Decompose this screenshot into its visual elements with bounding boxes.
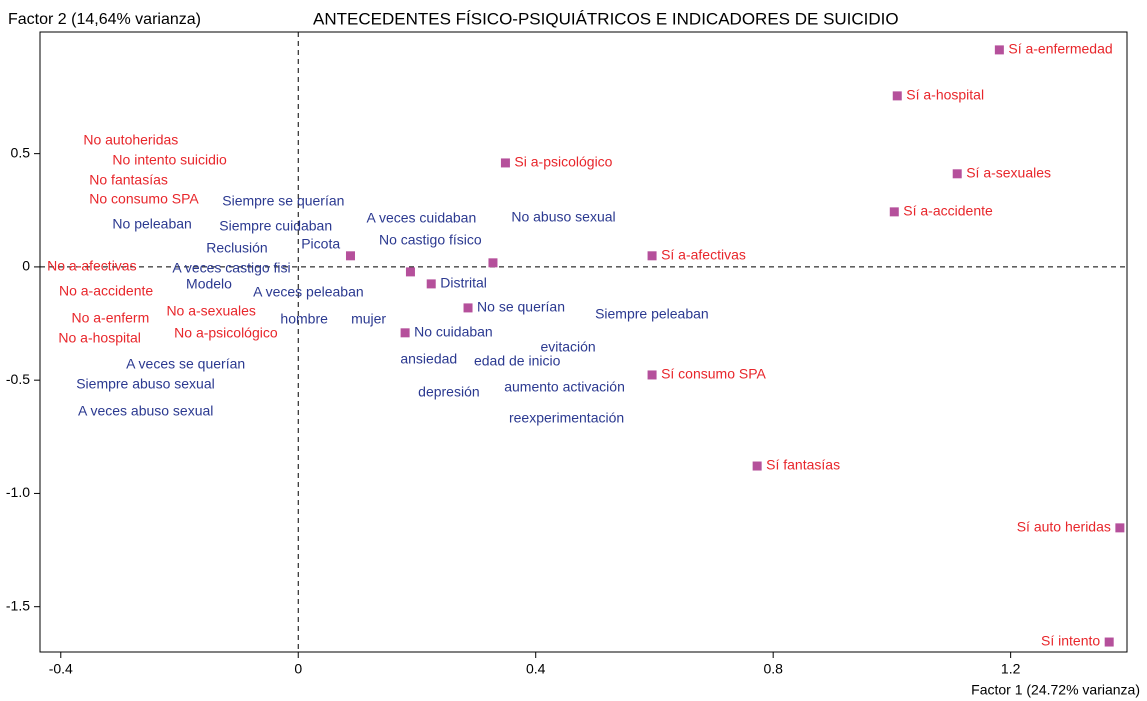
point-label: A veces peleaban (253, 284, 364, 300)
point-label: No a-psicológico (174, 325, 278, 341)
point-label: No peleaban (112, 216, 191, 232)
point-label: evitación (540, 339, 595, 355)
point-label: No a-accidente (59, 283, 153, 299)
point-label: A veces se querían (126, 356, 245, 372)
y-tick-label: -1.0 (6, 484, 30, 500)
point-label: Sí consumo SPA (661, 366, 766, 382)
point-marker (647, 370, 657, 380)
point-label: Sí a-sexuales (966, 165, 1051, 181)
point-marker (488, 258, 498, 268)
chart-title: ANTECEDENTES FÍSICO-PSIQUIÁTRICOS E INDI… (313, 9, 899, 28)
point-label: Sí fantasías (766, 457, 840, 473)
point-label: No a-hospital (58, 330, 140, 346)
point-label: hombre (280, 311, 328, 327)
point-label: Sí intento (1041, 633, 1100, 649)
point-marker (500, 158, 510, 168)
x-tick-label: 0.8 (763, 661, 783, 677)
point-marker (400, 328, 410, 338)
point-label: edad de inicio (474, 353, 561, 369)
point-marker (405, 267, 415, 277)
point-marker (889, 207, 899, 217)
point-label: No fantasías (89, 172, 168, 188)
x-tick-label: 0 (294, 661, 302, 677)
x-tick-label: 0.4 (526, 661, 546, 677)
y-tick-label: -1.5 (6, 597, 30, 613)
point-label: No intento suicidio (112, 152, 227, 168)
point-label: Siempre peleaban (595, 306, 709, 322)
point-marker (426, 279, 436, 289)
point-label: No autoheridas (83, 132, 178, 148)
point-marker (892, 91, 902, 101)
point-label: A veces cuidaban (367, 210, 477, 226)
x-tick-label: -0.4 (49, 661, 73, 677)
point-label: No a-enferm (71, 310, 149, 326)
point-marker (1104, 637, 1114, 647)
y-axis-label: Factor 2 (14,64% varianza) (8, 11, 201, 28)
plot-frame (39, 31, 1128, 653)
x-axis-label: Factor 1 (24.72% varianza) (971, 682, 1140, 698)
y-tick-label: 0 (22, 258, 30, 274)
y-tick-label: 0.5 (11, 144, 31, 160)
point-label: No se querían (477, 299, 565, 315)
point-label: Siempre se querían (222, 193, 344, 209)
point-marker (952, 169, 962, 179)
point-label: Siempre abuso sexual (76, 376, 215, 392)
point-label: Siempre cuidaban (219, 218, 332, 234)
point-label: No a-afectivas (47, 258, 136, 274)
point-label: Sí a-enfermedad (1008, 41, 1112, 57)
point-label: Sí a-accidente (903, 203, 993, 219)
point-marker (345, 251, 355, 261)
point-label: No castigo físico (379, 232, 482, 248)
point-label: Modelo (186, 276, 232, 292)
point-label: Sí a-afectivas (661, 247, 746, 263)
point-label: Reclusión (206, 240, 267, 256)
point-marker (463, 303, 473, 313)
point-label: depresión (418, 384, 480, 400)
point-label: No a-sexuales (166, 303, 256, 319)
point-label: No cuidaban (414, 324, 493, 340)
point-label: ansiedad (400, 351, 457, 367)
point-marker (647, 251, 657, 261)
point-label: No consumo SPA (89, 191, 199, 207)
point-label: A veces castigo fisi (172, 260, 290, 276)
point-marker (1115, 523, 1125, 533)
point-label: Sí auto heridas (1017, 519, 1111, 535)
point-label: reexperimentación (509, 410, 624, 426)
point-label: A veces abuso sexual (78, 403, 213, 419)
x-tick-label: 1.2 (1001, 661, 1021, 677)
point-label: Sí a-hospital (906, 87, 984, 103)
point-label: mujer (351, 311, 386, 327)
y-tick-label: -0.5 (6, 371, 30, 387)
point-marker (752, 461, 762, 471)
point-label: Picota (301, 236, 340, 252)
point-label: Si a-psicológico (514, 154, 612, 170)
point-label: Distrital (440, 275, 487, 291)
point-marker (994, 45, 1004, 55)
point-label: aumento activación (504, 379, 625, 395)
point-label: No abuso sexual (511, 209, 615, 225)
